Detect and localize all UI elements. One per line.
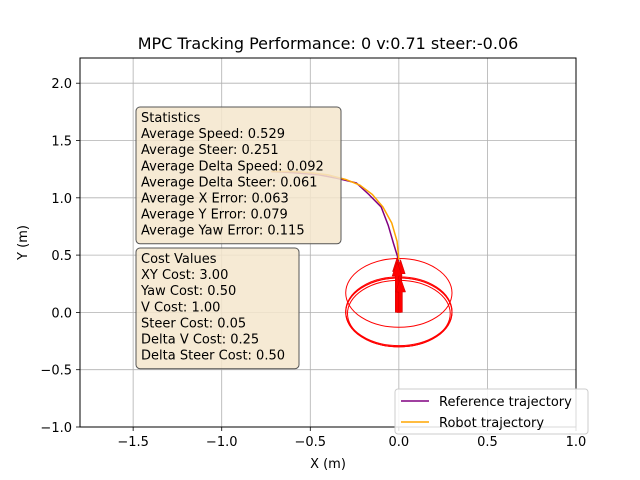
- axes-frame: [79, 57, 577, 428]
- y-tick-label: 2.0: [51, 77, 72, 92]
- legend-entry-label: Robot trajectory: [439, 416, 544, 431]
- statistics-box-line: Average Delta Steer: 0.061: [141, 175, 318, 190]
- legend-background: [394, 388, 589, 435]
- y-tick-label: 1.5: [51, 135, 72, 150]
- cost-values-box-line: Cost Values: [141, 252, 217, 267]
- robot-heading-arrow: [395, 277, 406, 313]
- statistics-box-line: Average Steer: 0.251: [141, 143, 279, 158]
- legend: Reference trajectory Robot trajectory: [394, 388, 589, 435]
- statistics-box-line: Average Speed: 0.529: [141, 127, 285, 142]
- statistics-box-line: Average Delta Speed: 0.092: [141, 159, 324, 174]
- x-axis-label: X (m): [310, 457, 346, 472]
- cost-values-box-line: Steer Cost: 0.05: [141, 316, 246, 331]
- cost-values-box-background: [135, 247, 300, 370]
- x-tick-label: −1.5: [117, 435, 149, 450]
- y-axis-label: Y (m): [16, 225, 31, 261]
- x-tick-label: 0.5: [477, 435, 498, 450]
- y-tick-label: 0.5: [51, 249, 72, 264]
- statistics-box-line: Average Y Error: 0.079: [141, 208, 288, 223]
- statistics-box-background: [135, 106, 342, 245]
- statistics-box-line: Average X Error: 0.063: [141, 192, 289, 207]
- y-tick-label: 1.0: [51, 192, 72, 207]
- x-tick-label: 0.0: [389, 435, 410, 450]
- cost-values-box-line: Yaw Cost: 0.50: [140, 284, 236, 299]
- x-tick-label: −1.0: [206, 435, 238, 450]
- y-tick-label: −0.5: [40, 364, 72, 379]
- y-tick-label: −1.0: [40, 421, 72, 436]
- cost-values-box-line: Delta V Cost: 0.25: [141, 333, 259, 348]
- cost-values-box-line: Delta Steer Cost: 0.50: [141, 349, 285, 364]
- cost-values-box-line: V Cost: 1.00: [141, 300, 220, 315]
- x-tick-label: −0.5: [294, 435, 326, 450]
- y-tick-label: 0.0: [51, 306, 72, 321]
- x-tick-label: 1.0: [566, 435, 587, 450]
- legend-entry-label: Reference trajectory: [439, 395, 572, 410]
- chart-title: MPC Tracking Performance: 0 v:0.71 steer…: [138, 34, 519, 53]
- ticks: −1.5 −1.0 −0.5 0.0 0.5 1.0 −1.0 −0.5 0.0 0.5 1.0 1.…: [40, 77, 586, 450]
- statistics-box-line: Statistics: [141, 111, 201, 126]
- statistics-box-line: Average Yaw Error: 0.115: [141, 224, 305, 239]
- cost-values-box-line: XY Cost: 3.00: [141, 268, 228, 283]
